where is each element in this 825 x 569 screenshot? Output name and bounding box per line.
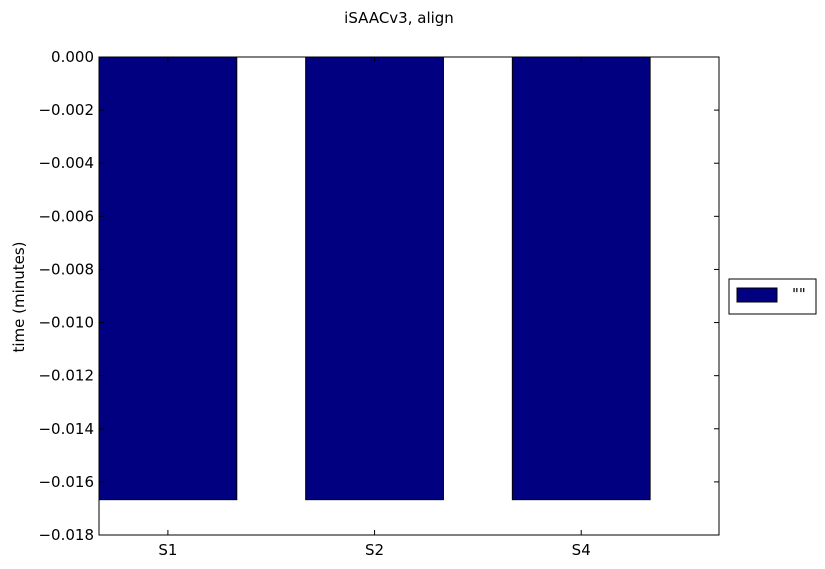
y-tick-label: 0.000 — [51, 48, 94, 66]
x-tick-label-s2: S2 — [365, 541, 384, 559]
y-tick-label: −0.006 — [38, 207, 94, 225]
legend-swatch — [736, 287, 778, 303]
bar-s2 — [305, 56, 444, 501]
y-tick-label: −0.008 — [38, 260, 94, 278]
x-axis-ticks: S1 S2 S4 — [158, 57, 591, 559]
y-tick-label: −0.002 — [38, 101, 94, 119]
bar-s4 — [511, 56, 651, 501]
y-tick-label: −0.016 — [38, 473, 94, 491]
y-axis-label: time (minutes) — [10, 241, 28, 352]
legend-label: "" — [792, 285, 806, 303]
y-tick-label: −0.018 — [38, 526, 94, 544]
y-tick-label: −0.014 — [38, 420, 94, 438]
plot-frame — [98, 56, 720, 536]
legend: "" — [728, 278, 817, 315]
y-tick-label: −0.012 — [38, 367, 94, 385]
y-tick-label: −0.010 — [38, 314, 94, 332]
x-tick-label-s4: S4 — [572, 541, 591, 559]
x-tick-label-s1: S1 — [158, 541, 177, 559]
bar-s1 — [98, 56, 238, 501]
y-axis-ticks: 0.000 −0.002 −0.004 −0.006 −0.008 −0.010 −0.01… — [38, 48, 719, 544]
bars — [98, 56, 651, 501]
chart-title: iSAACv3, align — [344, 9, 454, 27]
y-tick-label: −0.004 — [38, 154, 94, 172]
